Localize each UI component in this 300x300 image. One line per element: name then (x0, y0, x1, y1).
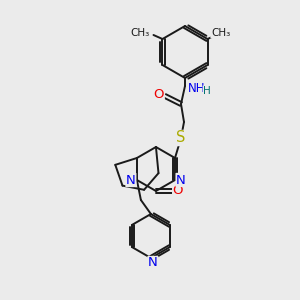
Text: N: N (148, 256, 158, 269)
Text: N: N (126, 173, 136, 187)
Text: O: O (154, 88, 164, 100)
Text: NH: NH (188, 82, 206, 94)
Text: N: N (176, 173, 186, 187)
Text: CH₃: CH₃ (211, 28, 230, 38)
Text: CH₃: CH₃ (130, 28, 149, 38)
Text: S: S (176, 130, 186, 146)
Text: O: O (173, 184, 183, 197)
Text: H: H (203, 86, 211, 96)
